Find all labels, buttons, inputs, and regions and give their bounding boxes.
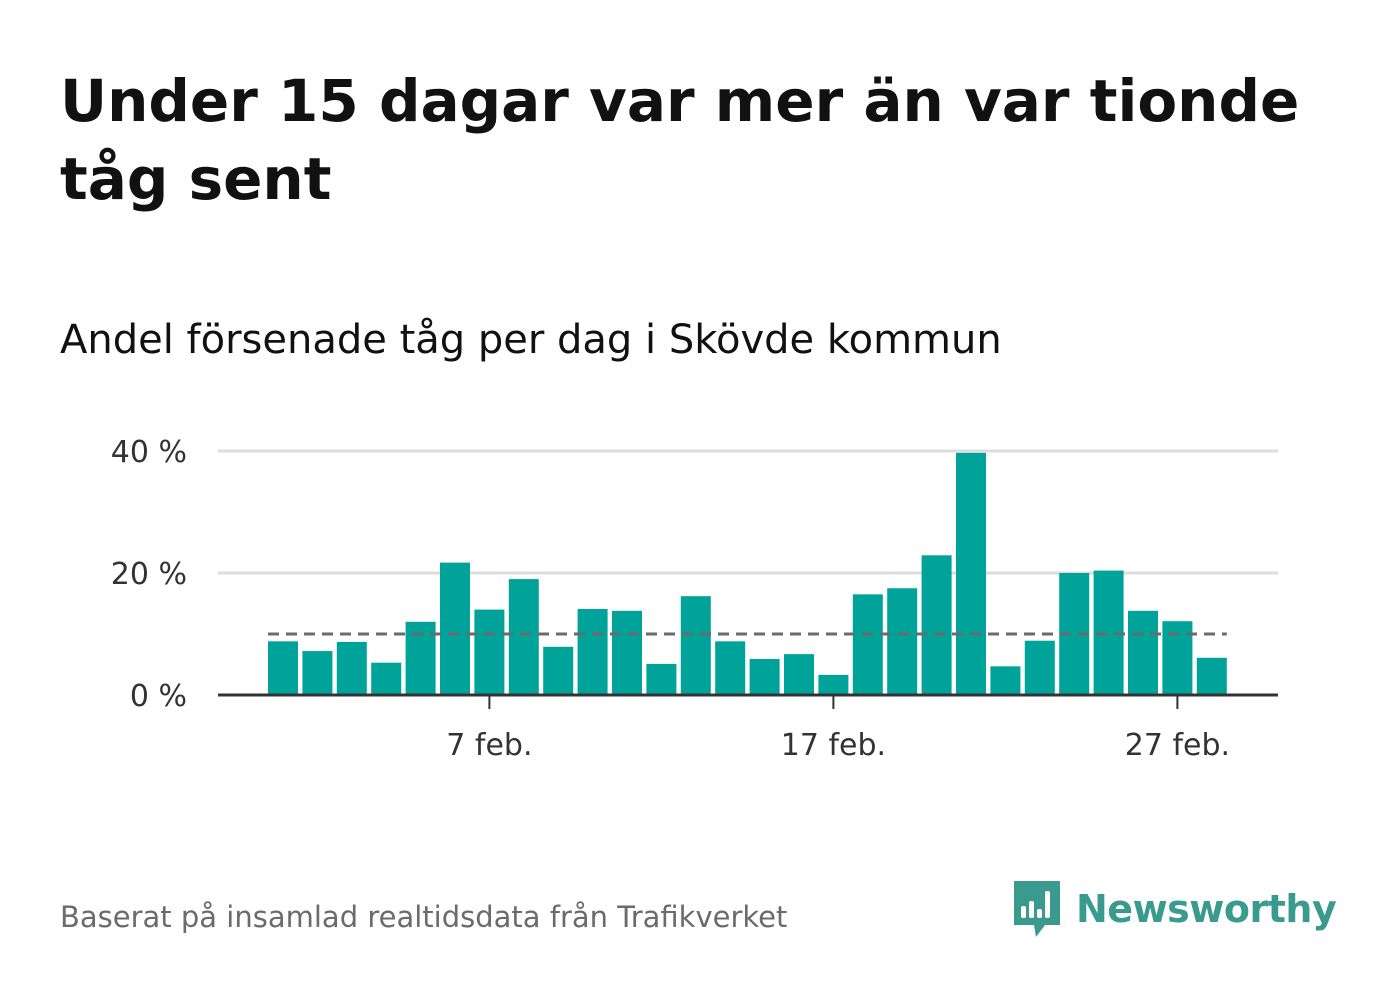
bar	[440, 562, 470, 695]
y-tick-label: 0 %	[130, 679, 187, 714]
bar	[302, 651, 333, 695]
bar	[852, 594, 883, 695]
bar	[818, 674, 849, 695]
y-tick-label: 20 %	[111, 557, 187, 592]
bar	[749, 659, 780, 695]
bar	[336, 641, 367, 695]
bar	[887, 588, 918, 695]
bar	[784, 654, 814, 695]
bar	[612, 610, 642, 695]
x-tick-label: 17 feb.	[781, 728, 886, 763]
bar	[474, 609, 505, 695]
bar	[543, 646, 574, 695]
bar	[1196, 657, 1227, 695]
newsworthy-logo-icon	[1014, 881, 1060, 937]
bar	[646, 663, 677, 695]
bar	[268, 641, 298, 695]
chart-subtitle: Andel försenade tåg per dag i Skövde kom…	[60, 317, 1002, 363]
bar	[921, 555, 952, 695]
x-axis: 7 feb. 17 feb. 27 feb.	[218, 693, 1278, 763]
chart-title: Under 15 dagar var mer än var tionde tåg…	[60, 67, 1300, 213]
bar	[1024, 640, 1055, 695]
x-tick-label: 7 feb.	[446, 728, 532, 763]
bar	[1162, 621, 1193, 695]
bar	[371, 662, 402, 695]
y-tick-label: 40 %	[111, 435, 187, 470]
brand-logo[interactable]: Newsworthy	[1012, 878, 1337, 940]
bar	[990, 666, 1021, 695]
bar	[715, 641, 746, 695]
bars	[268, 452, 1227, 695]
bar	[956, 452, 986, 695]
source-note: Baserat på insamlad realtidsdata från Tr…	[60, 900, 788, 934]
bar	[1128, 610, 1158, 695]
bar	[577, 608, 608, 695]
grid-lines	[218, 449, 1278, 575]
bar	[508, 579, 539, 695]
brand-name: Newsworthy	[1076, 887, 1337, 931]
x-tick-label: 27 feb.	[1125, 728, 1230, 763]
bar	[680, 596, 711, 695]
y-axis-labels: 0 % 20 % 40 %	[111, 435, 187, 714]
